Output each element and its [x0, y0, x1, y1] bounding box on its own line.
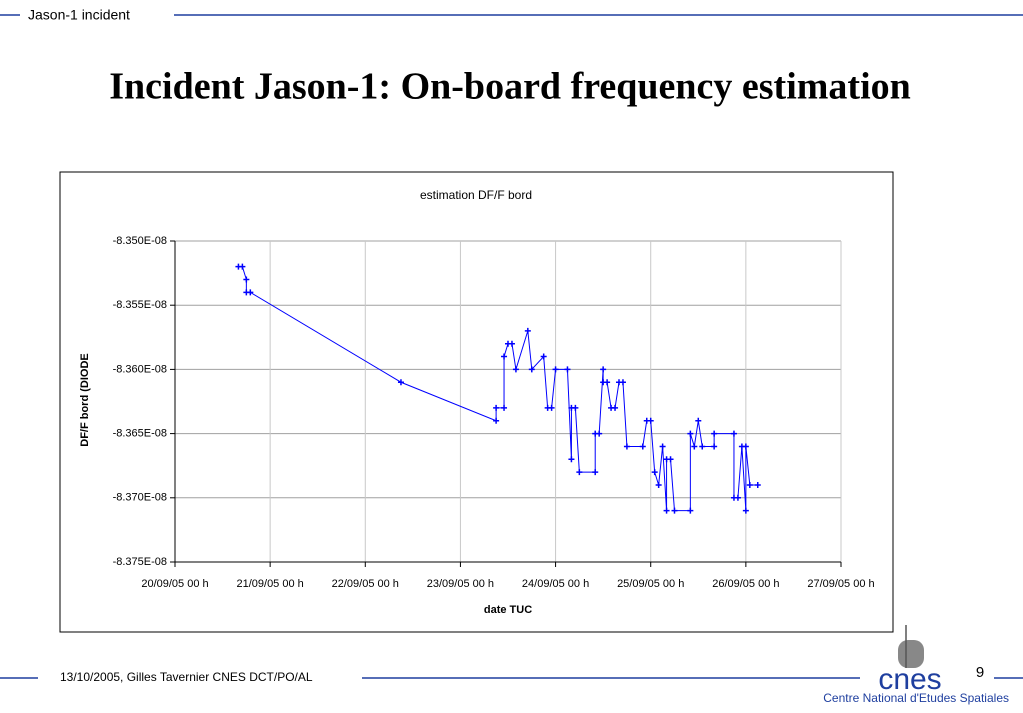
- data-marker: [572, 404, 579, 411]
- y-tick-label: -8.375E-08: [113, 556, 167, 568]
- data-marker: [612, 404, 619, 411]
- logo-icon: [898, 625, 924, 668]
- x-tick-label: 27/09/05 00 h: [807, 578, 874, 590]
- data-marker: [592, 469, 599, 476]
- data-marker: [695, 417, 702, 424]
- data-marker: [639, 443, 646, 450]
- chart: estimation DF/F bord date TUC DF/F bord …: [79, 188, 875, 616]
- x-tick-label: 20/09/05 00 h: [141, 578, 208, 590]
- data-marker: [746, 481, 753, 488]
- data-marker: [528, 366, 535, 373]
- y-axis-label: DF/F bord (DIODE: [79, 353, 91, 447]
- data-marker: [552, 366, 559, 373]
- data-marker: [651, 469, 658, 476]
- data-marker: [576, 469, 583, 476]
- data-marker: [742, 443, 749, 450]
- data-marker: [659, 443, 666, 450]
- data-marker: [243, 276, 250, 283]
- data-marker: [397, 379, 404, 386]
- data-marker: [524, 327, 531, 334]
- y-tick-label: -8.355E-08: [113, 299, 167, 311]
- y-tick-label: -8.365E-08: [113, 428, 167, 440]
- data-marker: [239, 263, 246, 270]
- data-marker: [493, 417, 500, 424]
- y-tick-label: -8.360E-08: [113, 363, 167, 375]
- footer-author: 13/10/2005, Gilles Tavernier CNES DCT/PO…: [60, 670, 313, 684]
- data-marker: [730, 430, 737, 437]
- organization: Centre National d'Etudes Spatiales: [823, 691, 1009, 705]
- data-marker: [623, 443, 630, 450]
- data-marker: [540, 353, 547, 360]
- data-marker: [568, 456, 575, 463]
- data-marker: [501, 404, 508, 411]
- data-marker: [671, 507, 678, 514]
- x-axis-label: date TUC: [484, 604, 532, 616]
- logo-text: cnes: [878, 663, 941, 696]
- slide-title: Incident Jason-1: On-board frequency est…: [109, 66, 911, 108]
- x-tick-label: 25/09/05 00 h: [617, 578, 684, 590]
- x-tick-label: 22/09/05 00 h: [332, 578, 399, 590]
- data-marker: [604, 379, 611, 386]
- chart-title: estimation DF/F bord: [420, 188, 532, 202]
- page-number: 9: [976, 664, 984, 681]
- data-marker: [508, 340, 515, 347]
- data-marker: [493, 404, 500, 411]
- data-marker: [600, 366, 607, 373]
- data-marker: [711, 443, 718, 450]
- data-marker: [619, 379, 626, 386]
- chart-frame: [59, 171, 894, 633]
- data-marker: [647, 417, 654, 424]
- x-tick-label: 26/09/05 00 h: [712, 578, 779, 590]
- data-marker: [687, 507, 694, 514]
- data-marker: [711, 430, 718, 437]
- x-tick-label: 23/09/05 00 h: [427, 578, 494, 590]
- data-marker: [501, 353, 508, 360]
- x-tick-label: 24/09/05 00 h: [522, 578, 589, 590]
- data-marker: [754, 481, 761, 488]
- data-marker: [742, 507, 749, 514]
- y-tick-label: -8.350E-08: [113, 235, 167, 247]
- data-marker: [699, 443, 706, 450]
- data-marker: [548, 404, 555, 411]
- data-marker: [734, 494, 741, 501]
- data-marker: [564, 366, 571, 373]
- data-marker: [655, 481, 662, 488]
- data-marker: [663, 507, 670, 514]
- data-marker: [691, 443, 698, 450]
- data-marker: [512, 366, 519, 373]
- header: Jason-1 incident: [28, 7, 130, 23]
- data-marker: [687, 430, 694, 437]
- data-marker: [596, 430, 603, 437]
- y-tick-label: -8.370E-08: [113, 492, 167, 504]
- data-marker: [247, 289, 254, 296]
- data-marker: [667, 456, 674, 463]
- x-tick-label: 21/09/05 00 h: [236, 578, 303, 590]
